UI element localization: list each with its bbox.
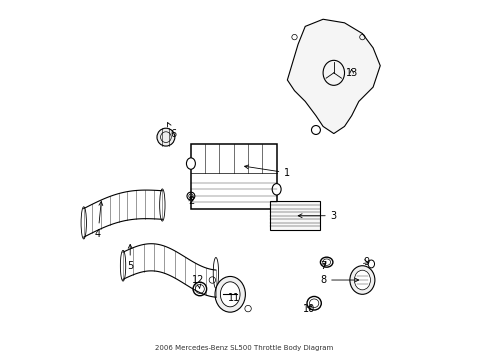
Ellipse shape [186, 158, 195, 169]
Ellipse shape [220, 282, 240, 307]
Text: 3: 3 [298, 211, 336, 221]
Text: 13: 13 [345, 68, 357, 78]
Text: 11: 11 [227, 293, 240, 303]
Text: 7: 7 [319, 261, 325, 271]
Ellipse shape [157, 128, 175, 146]
Text: 1: 1 [244, 165, 290, 178]
Ellipse shape [213, 257, 218, 288]
Text: 2: 2 [187, 197, 194, 206]
Ellipse shape [81, 207, 86, 239]
Bar [269, 202, 319, 230]
Ellipse shape [354, 270, 370, 290]
Text: 9: 9 [362, 257, 368, 267]
Ellipse shape [272, 184, 281, 195]
Text: 5: 5 [127, 244, 133, 271]
Ellipse shape [349, 266, 374, 294]
Ellipse shape [160, 189, 164, 221]
Ellipse shape [120, 250, 125, 281]
Text: 10: 10 [302, 303, 314, 314]
Ellipse shape [215, 276, 245, 312]
Polygon shape [287, 19, 380, 134]
Text: 8: 8 [319, 275, 358, 285]
Text: 2006 Mercedes-Benz SL500 Throttle Body Diagram: 2006 Mercedes-Benz SL500 Throttle Body D… [155, 346, 333, 351]
Text: 12: 12 [191, 275, 204, 288]
Text: 4: 4 [95, 202, 102, 239]
Text: 6: 6 [167, 123, 176, 139]
